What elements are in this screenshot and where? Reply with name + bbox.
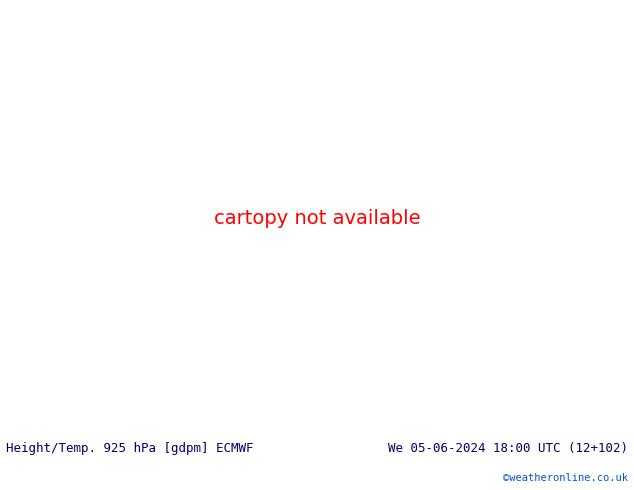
Text: cartopy not available: cartopy not available <box>214 209 420 227</box>
Text: We 05-06-2024 18:00 UTC (12+102): We 05-06-2024 18:00 UTC (12+102) <box>387 442 628 455</box>
Text: ©weatheronline.co.uk: ©weatheronline.co.uk <box>503 473 628 483</box>
Text: Height/Temp. 925 hPa [gdpm] ECMWF: Height/Temp. 925 hPa [gdpm] ECMWF <box>6 442 254 455</box>
